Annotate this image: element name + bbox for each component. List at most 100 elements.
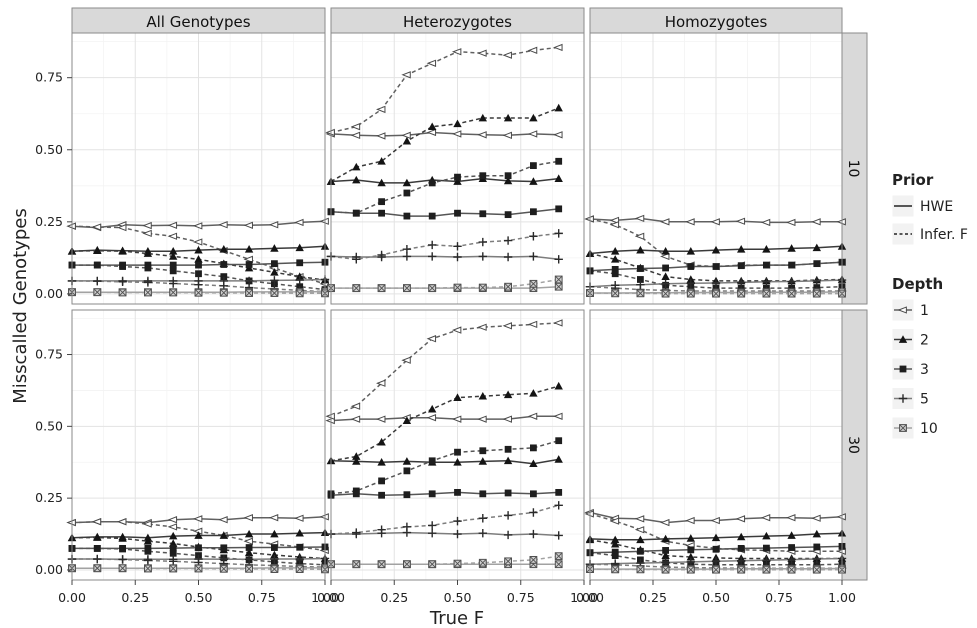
marker-depth-5 xyxy=(428,240,437,250)
marker-depth-1 xyxy=(502,322,512,330)
marker-depth-2 xyxy=(812,243,821,252)
facet-strip-column xyxy=(330,7,585,34)
marker-depth-10 xyxy=(352,284,361,293)
x-tick-label: 0.00 xyxy=(317,590,345,605)
marker-depth-3 xyxy=(504,489,512,497)
marker-depth-2 xyxy=(270,529,279,538)
marker-depth-10 xyxy=(453,559,462,568)
marker-depth-3 xyxy=(403,212,411,220)
marker-depth-3 xyxy=(245,261,253,268)
marker-depth-10 xyxy=(554,552,563,561)
marker-x xyxy=(661,565,670,574)
marker-depth-1 xyxy=(553,319,563,327)
marker-depth-1 xyxy=(527,412,538,420)
marker-depth-5 xyxy=(554,531,563,540)
marker-x xyxy=(169,288,177,297)
marker-depth-5 xyxy=(478,528,487,538)
marker-x xyxy=(453,283,462,292)
marker-depth-3 xyxy=(737,262,745,270)
marker-depth-10 xyxy=(219,564,228,573)
marker-depth-1 xyxy=(710,516,720,525)
marker-depth-1 xyxy=(634,214,645,223)
marker-depth-3 xyxy=(479,172,487,180)
marker-depth-2 xyxy=(143,537,153,545)
marker-depth-5 xyxy=(295,554,304,564)
marker-x xyxy=(636,565,645,574)
marker-depth-1 xyxy=(376,415,386,423)
marker-depth-3 xyxy=(687,263,695,270)
series-line-depth-2-inferf xyxy=(330,385,559,462)
marker-depth-1 xyxy=(527,320,538,329)
marker-depth-10 xyxy=(428,560,437,569)
marker-depth-1 xyxy=(294,514,304,522)
marker-depth-5 xyxy=(118,555,127,564)
series-line-depth-1-hwe xyxy=(330,415,559,422)
marker-x xyxy=(352,560,361,568)
marker-depth-5 xyxy=(812,554,821,564)
marker-depth-5 xyxy=(402,522,412,532)
marker-depth-5 xyxy=(503,236,513,245)
marker-depth-5 xyxy=(402,252,412,261)
marker-depth-1 xyxy=(553,131,563,139)
series-line-depth-1-hwe xyxy=(330,131,559,137)
marker-depth-1 xyxy=(243,255,253,263)
marker-depth-5 xyxy=(478,252,487,261)
marker-depth-5 xyxy=(478,237,487,247)
legend-depth-label: 5 xyxy=(920,392,929,408)
marker-depth-3 xyxy=(555,205,563,213)
marker-x xyxy=(428,560,436,568)
marker-depth-2 xyxy=(554,174,563,182)
marker-depth-10 xyxy=(245,564,253,573)
marker-depth-2 xyxy=(352,452,361,460)
legend-depth-label: 10 xyxy=(920,421,938,437)
marker-depth-2 xyxy=(194,531,203,539)
marker-depth-3 xyxy=(662,547,669,554)
y-tick-label: 0.50 xyxy=(35,142,63,157)
marker-depth-1 xyxy=(142,520,152,528)
marker-x xyxy=(737,289,745,298)
marker-depth-2 xyxy=(503,176,513,185)
marker-depth-1 xyxy=(350,131,361,140)
marker-depth-3 xyxy=(403,467,411,475)
marker-depth-10 xyxy=(352,560,361,569)
marker-depth-5 xyxy=(686,279,695,288)
marker-depth-1 xyxy=(553,412,563,420)
marker-depth-2 xyxy=(352,175,361,184)
marker-depth-2 xyxy=(453,119,462,128)
marker-depth-3 xyxy=(352,209,360,217)
marker-depth-1 xyxy=(502,415,512,423)
marker-x xyxy=(787,289,796,298)
series-line-depth-3-hwe xyxy=(330,491,559,497)
marker-x xyxy=(93,288,102,296)
marker-depth-3 xyxy=(530,162,537,170)
marker-depth-2 xyxy=(428,404,437,413)
marker-depth-2 xyxy=(554,381,563,390)
marker-depth-1 xyxy=(426,59,437,67)
marker-depth-5 xyxy=(787,555,796,564)
x-tick-label: 0.25 xyxy=(380,590,408,605)
x-tick-label: 0.00 xyxy=(58,590,86,605)
series-line-depth-10-inferf xyxy=(331,278,559,289)
marker-depth-5 xyxy=(762,555,771,565)
x-tick-label: 1.00 xyxy=(311,590,339,605)
marker-depth-2 xyxy=(270,550,279,559)
marker-depth-1 xyxy=(609,216,620,225)
marker-depth-5 xyxy=(898,394,908,403)
marker-depth-3 xyxy=(119,545,126,553)
marker-depth-2 xyxy=(194,255,203,263)
facet-strip-label: Homozygotes xyxy=(665,13,768,31)
marker-depth-3 xyxy=(378,209,385,217)
x-tick-label: 0.50 xyxy=(702,590,730,605)
panel-series-group xyxy=(325,319,563,569)
marker-depth-2 xyxy=(169,252,178,260)
series-line-depth-1-inferf xyxy=(330,322,559,417)
marker-x xyxy=(636,289,645,298)
marker-depth-5 xyxy=(554,255,563,264)
marker-x xyxy=(787,565,796,574)
marker-depth-5 xyxy=(194,280,203,289)
marker-depth-1 xyxy=(609,221,620,229)
marker-depth-5 xyxy=(453,516,462,526)
marker-depth-5 xyxy=(529,232,538,241)
marker-depth-5 xyxy=(352,528,361,537)
marker-depth-2 xyxy=(377,178,386,187)
